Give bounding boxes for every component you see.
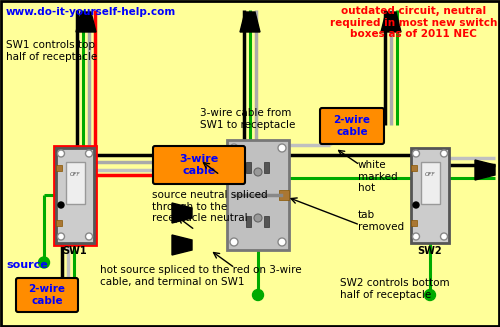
Text: tab
removed: tab removed [358, 210, 404, 232]
FancyBboxPatch shape [153, 146, 245, 184]
Text: outdated circuit, neutral
required in most new switch
boxes as of 2011 NEC: outdated circuit, neutral required in mo… [330, 6, 497, 39]
Bar [411, 164, 417, 170]
Bar [54, 146, 96, 245]
Polygon shape [76, 12, 96, 32]
Circle shape [254, 214, 262, 222]
Text: OFF: OFF [70, 172, 80, 177]
Bar [246, 216, 251, 227]
Text: source neutral spliced
through to the
receptacle neutral: source neutral spliced through to the re… [152, 190, 268, 223]
Bar [246, 162, 251, 173]
Text: 3-wire cable from
SW1 to receptacle: 3-wire cable from SW1 to receptacle [200, 108, 296, 129]
Text: 2-wire
cable: 2-wire cable [28, 284, 66, 306]
Bar [279, 190, 289, 200]
Bar [56, 164, 62, 170]
Circle shape [86, 150, 92, 157]
Bar [227, 140, 289, 250]
Text: SW1: SW1 [62, 247, 88, 256]
Text: hot source spliced to the red on 3-wire
cable, and terminal on SW1: hot source spliced to the red on 3-wire … [100, 265, 302, 286]
Text: SW1 controls top
half of receptacle: SW1 controls top half of receptacle [6, 40, 97, 61]
Text: SW2: SW2 [418, 247, 442, 256]
Text: 3-wire
cable: 3-wire cable [180, 154, 218, 176]
Bar [56, 147, 94, 243]
Circle shape [412, 150, 420, 157]
Circle shape [58, 150, 64, 157]
Bar [66, 162, 84, 204]
Circle shape [440, 150, 448, 157]
Circle shape [58, 233, 64, 240]
Circle shape [38, 257, 50, 268]
Bar [411, 147, 449, 243]
Circle shape [278, 144, 286, 152]
Text: OFF: OFF [424, 172, 436, 177]
Circle shape [230, 238, 238, 246]
Polygon shape [52, 292, 72, 312]
Text: 2-wire
cable: 2-wire cable [334, 115, 370, 137]
Polygon shape [240, 12, 260, 32]
Polygon shape [475, 160, 495, 180]
Text: SW2 controls bottom
half of receptacle: SW2 controls bottom half of receptacle [340, 278, 450, 300]
Polygon shape [172, 235, 192, 255]
Circle shape [252, 289, 264, 301]
Circle shape [424, 289, 436, 301]
Text: white
marked
hot: white marked hot [358, 160, 398, 193]
Circle shape [58, 202, 64, 208]
Bar [411, 219, 417, 226]
Polygon shape [381, 12, 401, 32]
Circle shape [86, 233, 92, 240]
Circle shape [254, 168, 262, 176]
Circle shape [413, 202, 419, 208]
Polygon shape [172, 203, 192, 223]
Circle shape [230, 144, 238, 152]
Bar [56, 219, 62, 226]
Circle shape [278, 238, 286, 246]
Circle shape [412, 233, 420, 240]
FancyBboxPatch shape [320, 108, 384, 144]
FancyBboxPatch shape [16, 278, 78, 312]
Bar [264, 162, 269, 173]
Text: source: source [6, 260, 48, 270]
Circle shape [440, 233, 448, 240]
Text: www.do-it-yourself-help.com: www.do-it-yourself-help.com [6, 7, 176, 17]
Bar [264, 216, 269, 227]
Bar [420, 162, 440, 204]
